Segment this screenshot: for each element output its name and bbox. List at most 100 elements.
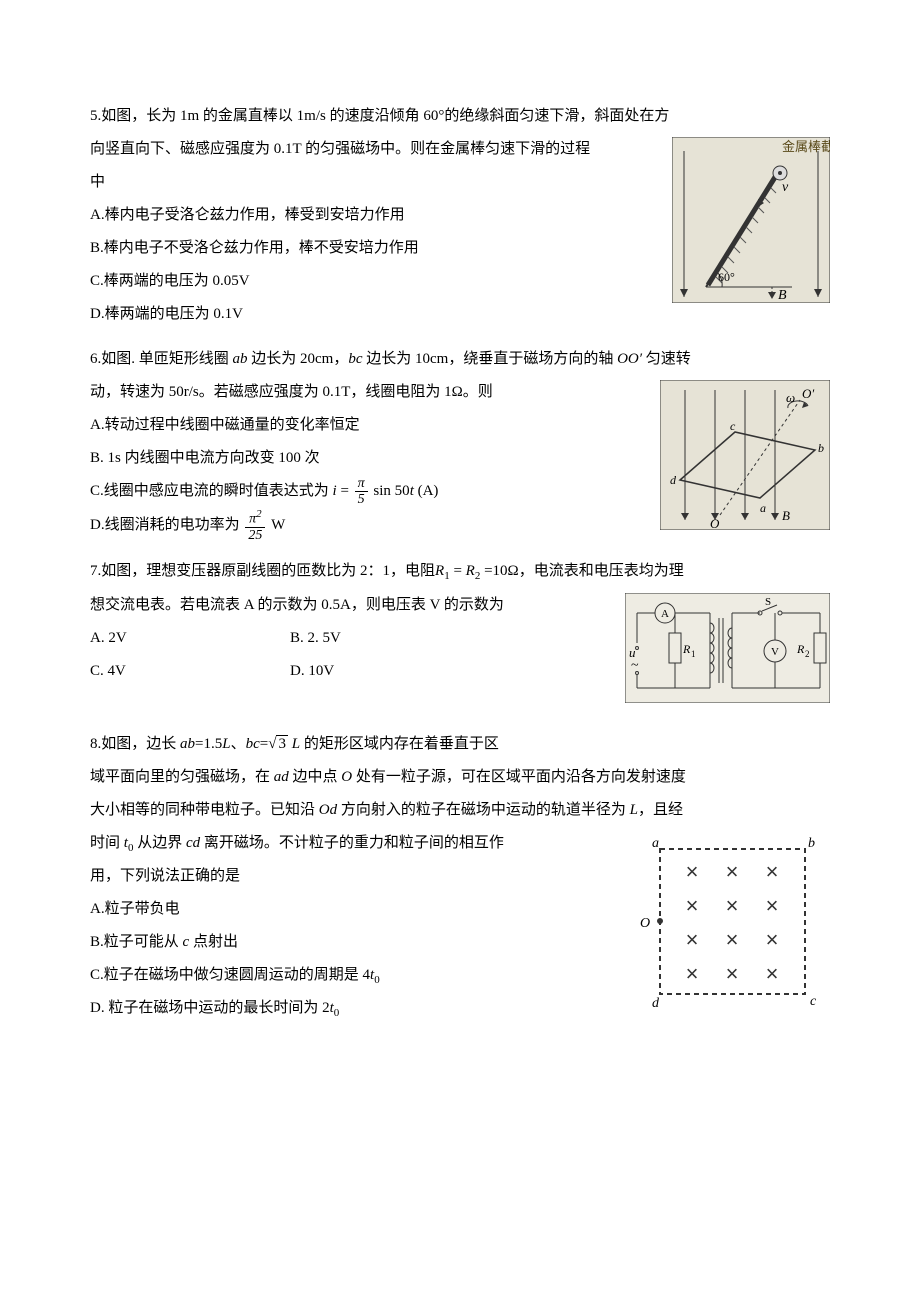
q8-sqrt: √3	[268, 728, 288, 761]
q5-figure-svg: 金属棒截面 v	[672, 137, 830, 303]
q6-stem-line1: 6.如图. 单匝矩形线圈 ab 边长为 20cm，bc 边长为 10cm，绕垂直…	[90, 343, 830, 376]
q7-fig-R1: R	[682, 642, 691, 656]
q8-s3b: 方向射入的粒子在磁场中运动的轨道半径为	[337, 802, 630, 818]
q5-figure: 金属棒截面 v	[672, 137, 830, 316]
q8-fig-c: c	[810, 994, 817, 1009]
q8-s1b: =1.5	[195, 736, 222, 752]
q8-stem-line1: 8.如图，边长 ab=1.5L、bc=√3 L 的矩形区域内存在着垂直于区	[90, 728, 830, 761]
q6-D-pre: D.线圈消耗的电功率为	[90, 517, 240, 533]
q7-figure: A u ~ R 1	[625, 593, 830, 716]
question-6: 6.如图. 单匝矩形线圈 ab 边长为 20cm，bc 边长为 10cm，绕垂直…	[90, 343, 830, 543]
q6-fig-b: b	[818, 441, 824, 455]
q8-figure: a b c d O × × × × × × × × × × × ×	[630, 831, 830, 1024]
q8-C-sub: 0	[374, 974, 380, 986]
q7-fig-R2: R	[796, 642, 805, 656]
q8-Op: O	[341, 769, 352, 785]
q8-sep: 、	[231, 736, 246, 752]
q6-fig-Oprime: O′	[802, 386, 814, 401]
q7-figure-svg: A u ~ R 1	[625, 593, 830, 703]
q8-x-4: ×	[686, 893, 699, 918]
q8-x-3: ×	[766, 859, 779, 884]
q7-fig-S: S	[765, 596, 771, 608]
q7-R2: R	[466, 563, 475, 579]
q6-C-i: i	[333, 483, 337, 499]
q7-fig-A: A	[661, 608, 669, 620]
q8-ab: ab	[180, 736, 195, 752]
q6-fig-B: B	[782, 508, 790, 523]
q7-fig-R1s: 1	[691, 649, 696, 659]
q8-x-11: ×	[726, 961, 739, 986]
q8-s4b: 从边界	[133, 835, 186, 851]
q8-L3: L	[630, 802, 638, 818]
q6-C-frac: π5	[355, 476, 368, 508]
q5-fig-label-B: B	[778, 288, 787, 303]
q8-ad: ad	[274, 769, 289, 785]
q8-x-12: ×	[766, 961, 779, 986]
q7-val: =10Ω	[480, 563, 518, 579]
q7-s1b: ，电流表和电压表均为理	[519, 563, 684, 579]
q8-fig-a: a	[652, 836, 659, 851]
q8-x-9: ×	[766, 927, 779, 952]
q8-s3c: ，且经	[638, 802, 683, 818]
q8-L2: L	[292, 736, 300, 752]
q6-oo: OO′	[617, 351, 642, 367]
q8-stem-line3: 大小相等的同种带电粒子。已知沿 Od 方向射入的粒子在磁场中运动的轨道半径为 L…	[90, 794, 830, 827]
q6-C-sin: sin 50	[373, 483, 409, 499]
q8-s2a: 域平面向里的匀强磁场，在	[90, 769, 274, 785]
q7-R1: R	[435, 563, 444, 579]
q8-D-sub: 0	[334, 1007, 340, 1019]
q5-stem-line1: 5.如图，长为 1m 的金属直棒以 1m/s 的速度沿倾角 60°的绝缘斜面匀速…	[90, 100, 830, 133]
question-8: 8.如图，边长 ab=1.5L、bc=√3 L 的矩形区域内存在着垂直于区 域平…	[90, 728, 830, 1026]
q7-stem-line1: 7.如图，理想变压器原副线圈的匝数比为 2：1，电阻R1 = R2 =10Ω，电…	[90, 555, 830, 588]
q8-eq: =	[260, 736, 268, 752]
q6-C-den: 5	[355, 492, 368, 507]
q6-D-tail: W	[271, 517, 285, 533]
q8-x-10: ×	[686, 961, 699, 986]
q6-bc: bc	[348, 351, 362, 367]
q7-option-B: B. 2. 5V	[290, 622, 490, 655]
q7-option-D: D. 10V	[290, 655, 490, 688]
q6-fig-omega: ω	[786, 390, 795, 405]
q7-fig-R2s: 2	[805, 649, 810, 659]
q8-L1: L	[222, 736, 230, 752]
q6-D-sup: 2	[256, 508, 262, 520]
q8-x-8: ×	[726, 927, 739, 952]
q6-fig-a: a	[760, 501, 766, 515]
q6-C-tail: (A)	[414, 483, 439, 499]
q6-C-pre: C.线圈中感应电流的瞬时值表达式为	[90, 483, 329, 499]
q8-stem-line2: 域平面向里的匀强磁场，在 ad 边中点 O 处有一粒子源，可在区域平面内沿各方向…	[90, 761, 830, 794]
q6-fig-c: c	[730, 419, 736, 433]
q8-C-pre: C.粒子在磁场中做匀速圆周运动的周期是 4	[90, 967, 370, 983]
q8-B-tail: 点射出	[189, 934, 238, 950]
q8-x-2: ×	[726, 859, 739, 884]
q8-Od: Od	[319, 802, 337, 818]
q6-s1c: 边长为 10cm，绕垂直于磁场方向的轴	[363, 351, 618, 367]
q8-x-7: ×	[686, 927, 699, 952]
q8-s1a: 8.如图，边长	[90, 736, 180, 752]
q8-figure-svg: a b c d O × × × × × × × × × × × ×	[630, 831, 830, 1011]
q6-D-den: 25	[245, 528, 265, 543]
q8-x-1: ×	[686, 859, 699, 884]
q8-fig-d: d	[652, 996, 660, 1011]
q6-fig-O: O	[710, 516, 720, 530]
q7-eq1: =	[450, 563, 466, 579]
svg-text:~: ~	[631, 658, 639, 673]
q8-s2c: 处有一粒子源，可在区域平面内沿各方向发射速度	[352, 769, 686, 785]
q8-sqrtv: 3	[276, 735, 288, 752]
q6-figure-svg: O′ O ω a b c d B	[660, 380, 830, 530]
q6-D-frac: π225	[245, 508, 265, 543]
q8-bc: bc	[246, 736, 260, 752]
q5-fig-label-angle: 60°	[718, 270, 735, 284]
q8-x-6: ×	[766, 893, 779, 918]
q7-fig-V: V	[771, 646, 779, 658]
q6-ab: ab	[233, 351, 248, 367]
q7-s1a: 7.如图，理想变压器原副线圈的匝数比为 2：1，电阻	[90, 563, 435, 579]
q8-fig-O: O	[640, 916, 650, 931]
q8-s1c: 的矩形区域内存在着垂直于区	[300, 736, 499, 752]
q7-option-A: A. 2V	[90, 622, 290, 655]
q7-option-C: C. 4V	[90, 655, 290, 688]
q6-C-num: π	[355, 476, 368, 492]
q8-s2b: 边中点	[289, 769, 342, 785]
q5-fig-label-top: 金属棒截面	[782, 139, 830, 154]
q6-s1b: 边长为 20cm，	[248, 351, 349, 367]
